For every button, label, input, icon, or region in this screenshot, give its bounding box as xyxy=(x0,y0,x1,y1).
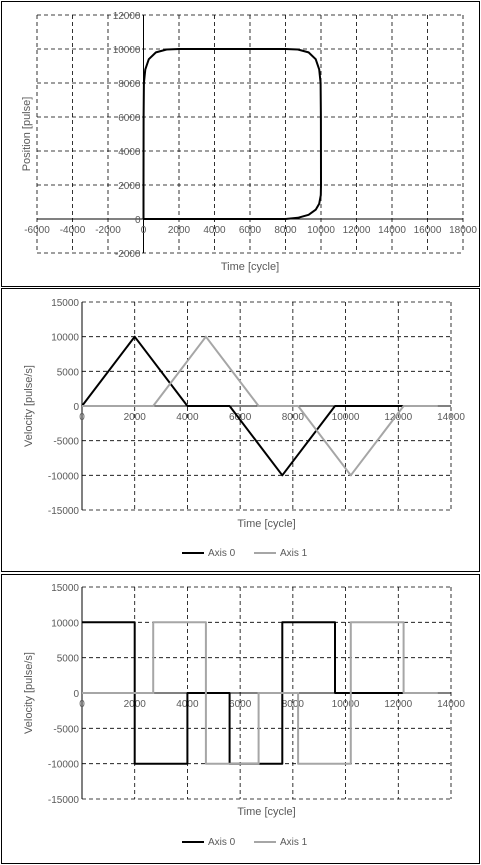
x-tick-label: 10000 xyxy=(307,225,335,236)
y-tick-label: 8000 xyxy=(118,79,141,90)
legend: Axis 0 Axis 1 xyxy=(182,837,308,848)
y-tick-label: 0 xyxy=(73,689,79,700)
x-tick-label: 14000 xyxy=(378,225,406,236)
y-tick-label: 10000 xyxy=(51,333,79,344)
legend-label: Axis 0 xyxy=(208,837,236,848)
y-axis-title: Velocity [pulse/s] xyxy=(23,652,35,734)
x-tick-label: 0 xyxy=(79,699,85,710)
grid xyxy=(36,14,464,254)
y-tick-label: 2000 xyxy=(118,181,141,192)
series-line-0 xyxy=(142,48,322,220)
legend-label: Axis 1 xyxy=(280,837,308,848)
y-axis-title: Position [pulse] xyxy=(21,97,33,172)
x-tick-label: 6000 xyxy=(229,412,252,423)
y-tick-label: 10000 xyxy=(113,45,141,56)
x-tick-label: 18000 xyxy=(449,225,477,236)
x-tick-label: -6000 xyxy=(24,225,50,236)
y-tick-label: 4000 xyxy=(118,147,141,158)
x-tick-label: -4000 xyxy=(60,225,86,236)
series-line-axis-1 xyxy=(82,335,438,477)
legend-label: Axis 0 xyxy=(208,548,236,559)
series-line-axis-1 xyxy=(82,621,438,765)
x-tick-label: 4000 xyxy=(203,225,226,236)
x-tick-label: 8000 xyxy=(282,412,305,423)
x-tick-label: 12000 xyxy=(384,699,412,710)
legend-label: Axis 1 xyxy=(280,548,308,559)
x-axis-title: Time [cycle] xyxy=(237,518,295,530)
x-tick-label: 0 xyxy=(79,412,85,423)
velocity-chart-panel-1: 0 2000 4000 6000 8000 10000 12000 14000 -15000 -1… xyxy=(1,288,480,572)
x-tick-label: 14000 xyxy=(437,699,465,710)
y-tick-label: -5000 xyxy=(53,437,79,448)
y-tick-label: 5000 xyxy=(57,367,80,378)
x-axis-title: Time [cycle] xyxy=(221,261,279,273)
x-tick-label: 2000 xyxy=(124,412,147,423)
x-tick-label: 6000 xyxy=(229,699,252,710)
x-tick-label: 14000 xyxy=(437,412,465,423)
velocity-chart-panel-2: 0 2000 4000 6000 8000 10000 12000 14000 -15000 -1… xyxy=(1,574,480,864)
x-tick-label: 8000 xyxy=(274,225,297,236)
y-tick-label: -15000 xyxy=(48,506,80,517)
y-tick-label: -2000 xyxy=(115,249,141,260)
position-chart-panel: -6000 -4000 -2000 0 2000 4000 6000 8000 10000 120… xyxy=(1,1,480,287)
x-tick-label: 12000 xyxy=(343,225,371,236)
y-axis-title: Velocity [pulse/s] xyxy=(23,365,35,447)
x-tick-label: 6000 xyxy=(239,225,262,236)
x-tick-label: 4000 xyxy=(176,412,199,423)
y-tick-label: 15000 xyxy=(51,298,79,309)
y-tick-label: -10000 xyxy=(48,471,80,482)
x-tick-label: 10000 xyxy=(332,699,360,710)
y-tick-label: 0 xyxy=(73,402,79,413)
y-tick-label: -10000 xyxy=(48,760,80,771)
y-tick-label: 10000 xyxy=(51,618,79,629)
velocity-square-chart: 0 2000 4000 6000 8000 10000 12000 14000-15000-1… xyxy=(23,583,465,848)
x-tick-label: 8000 xyxy=(282,699,305,710)
x-axis-title: Time [cycle] xyxy=(237,806,295,818)
x-tick-label: 12000 xyxy=(384,412,412,423)
velocity-triangle-chart: 0 2000 4000 6000 8000 10000 12000 14000 -15000 -1… xyxy=(23,298,465,559)
y-tick-label: 15000 xyxy=(51,583,79,594)
x-tick-label: 16000 xyxy=(414,225,442,236)
series-line-axis-0 xyxy=(81,335,404,477)
x-tick-label: 10000 xyxy=(332,412,360,423)
y-tick-label: 0 xyxy=(135,215,141,226)
legend: Axis 0 Axis 1 xyxy=(182,548,308,559)
y-tick-label: 5000 xyxy=(57,654,80,665)
position-chart: -6000 -4000 -2000 0 2000 4000 6000 8000 10000 120… xyxy=(21,11,477,273)
y-tick-label: -15000 xyxy=(48,795,80,806)
x-tick-label: 0 xyxy=(141,225,147,236)
y-tick-label: -5000 xyxy=(53,724,79,735)
x-tick-label: 2000 xyxy=(168,225,191,236)
y-tick-label: 6000 xyxy=(118,113,141,124)
x-tick-label: -2000 xyxy=(95,225,121,236)
series-line-axis-0 xyxy=(82,621,404,765)
y-tick-label: 12000 xyxy=(113,11,141,22)
